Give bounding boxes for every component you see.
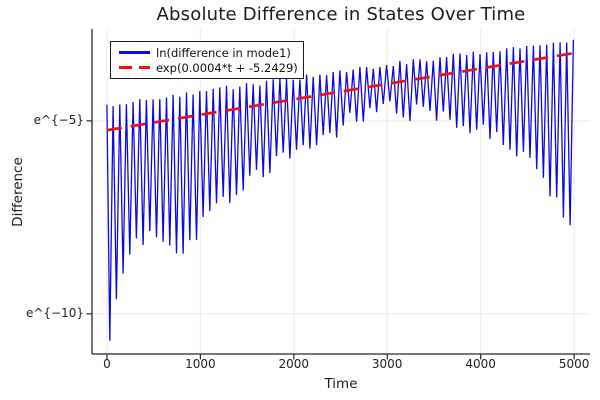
chart-title: Absolute Difference in States Over Time: [156, 4, 526, 25]
legend: ln(difference in mode1) exp(0.0004*t + -…: [110, 41, 304, 79]
x-tick-label: 0: [103, 357, 111, 371]
y-axis-label: Difference: [10, 157, 26, 227]
legend-entry-label: ln(difference in mode1): [156, 45, 291, 60]
y-tick-label: e^{−10}: [25, 305, 84, 320]
x-tick-label: 4000: [465, 357, 496, 371]
legend-line-sample-dashed: [119, 66, 150, 69]
x-tick-label: 3000: [371, 357, 403, 371]
x-tick-label: 2000: [278, 357, 310, 371]
x-tick-label: 1000: [185, 357, 216, 371]
y-tick-label: e^{−5}: [33, 112, 84, 127]
difference-series-line: [106, 39, 575, 341]
legend-entry-fit: exp(0.0004*t + -5.2429): [119, 61, 303, 75]
x-tick-label: 5000: [558, 357, 590, 371]
legend-entry-label: exp(0.0004*t + -5.2429): [156, 60, 298, 75]
legend-entry-series: ln(difference in mode1): [119, 46, 303, 60]
x-axis-label: Time: [324, 376, 358, 392]
legend-line-sample-solid: [119, 51, 150, 54]
fit-line: [106, 51, 575, 132]
